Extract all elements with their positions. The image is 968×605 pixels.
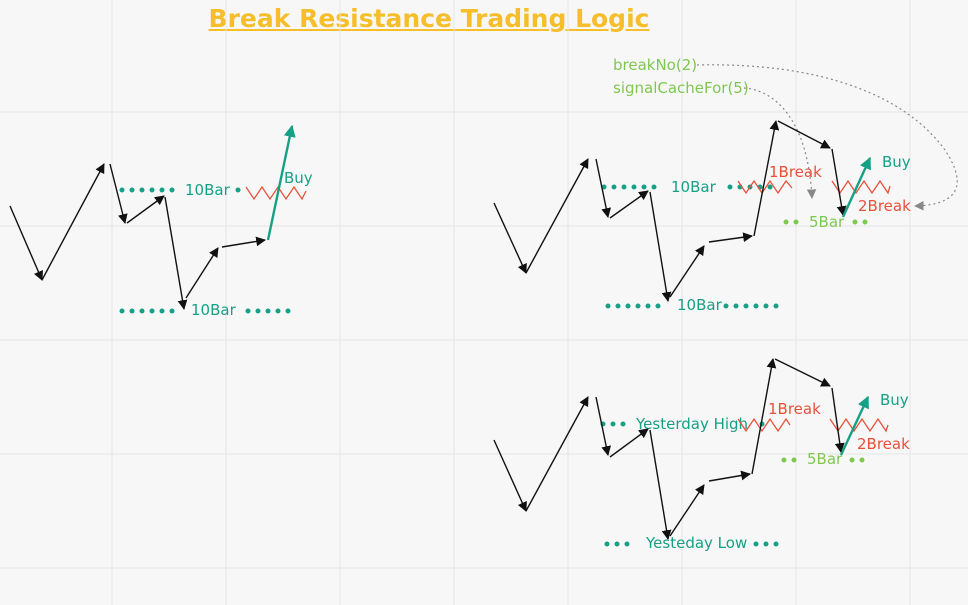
param-break-no-connector: [696, 64, 958, 211]
first-break-zigzag: [737, 179, 793, 195]
first-break-label: 1Break: [769, 163, 822, 181]
buy-arrow: [841, 156, 872, 218]
price-path: [9, 163, 266, 310]
support-label: 10Bar: [677, 296, 723, 314]
param-break-no: breakNo(2): [613, 56, 697, 74]
resistance-label: Yesterday High: [635, 415, 748, 433]
price-path: [493, 358, 845, 540]
second-break-zigzag: [829, 417, 889, 433]
param-signal-cache-connector: [743, 87, 817, 199]
buy-label: Buy: [880, 391, 909, 409]
signal-cache-label: 5Bar: [807, 450, 843, 468]
first-break-zigzag: [737, 417, 791, 433]
resistance-label: 10Bar: [185, 181, 231, 199]
diagram-title: Break Resistance Trading Logic: [208, 4, 650, 33]
param-signal-cache: signalCacheFor(5): [613, 79, 749, 97]
resistance-label: 10Bar: [671, 178, 717, 196]
panel-3: Yesterday High Yesteday Low 5Bar 1Break …: [493, 358, 910, 552]
buy-label: Buy: [284, 169, 313, 187]
second-break-label: 2Break: [858, 197, 911, 215]
support-label: 10Bar: [191, 301, 237, 319]
buy-arrow: [839, 395, 870, 456]
buy-label: Buy: [882, 153, 911, 171]
second-break-label: 2Break: [857, 435, 910, 453]
buy-arrow: [266, 124, 296, 241]
panel-2: breakNo(2) signalCacheFor(5) 10Bar 10Bar…: [493, 56, 958, 314]
price-path: [493, 120, 847, 302]
signal-cache-label: 5Bar: [809, 213, 845, 231]
panel-1: 10Bar 10Bar Buy: [9, 124, 313, 319]
first-break-label: 1Break: [768, 400, 821, 418]
second-break-zigzag: [831, 179, 891, 195]
support-label: Yesteday Low: [645, 534, 747, 552]
